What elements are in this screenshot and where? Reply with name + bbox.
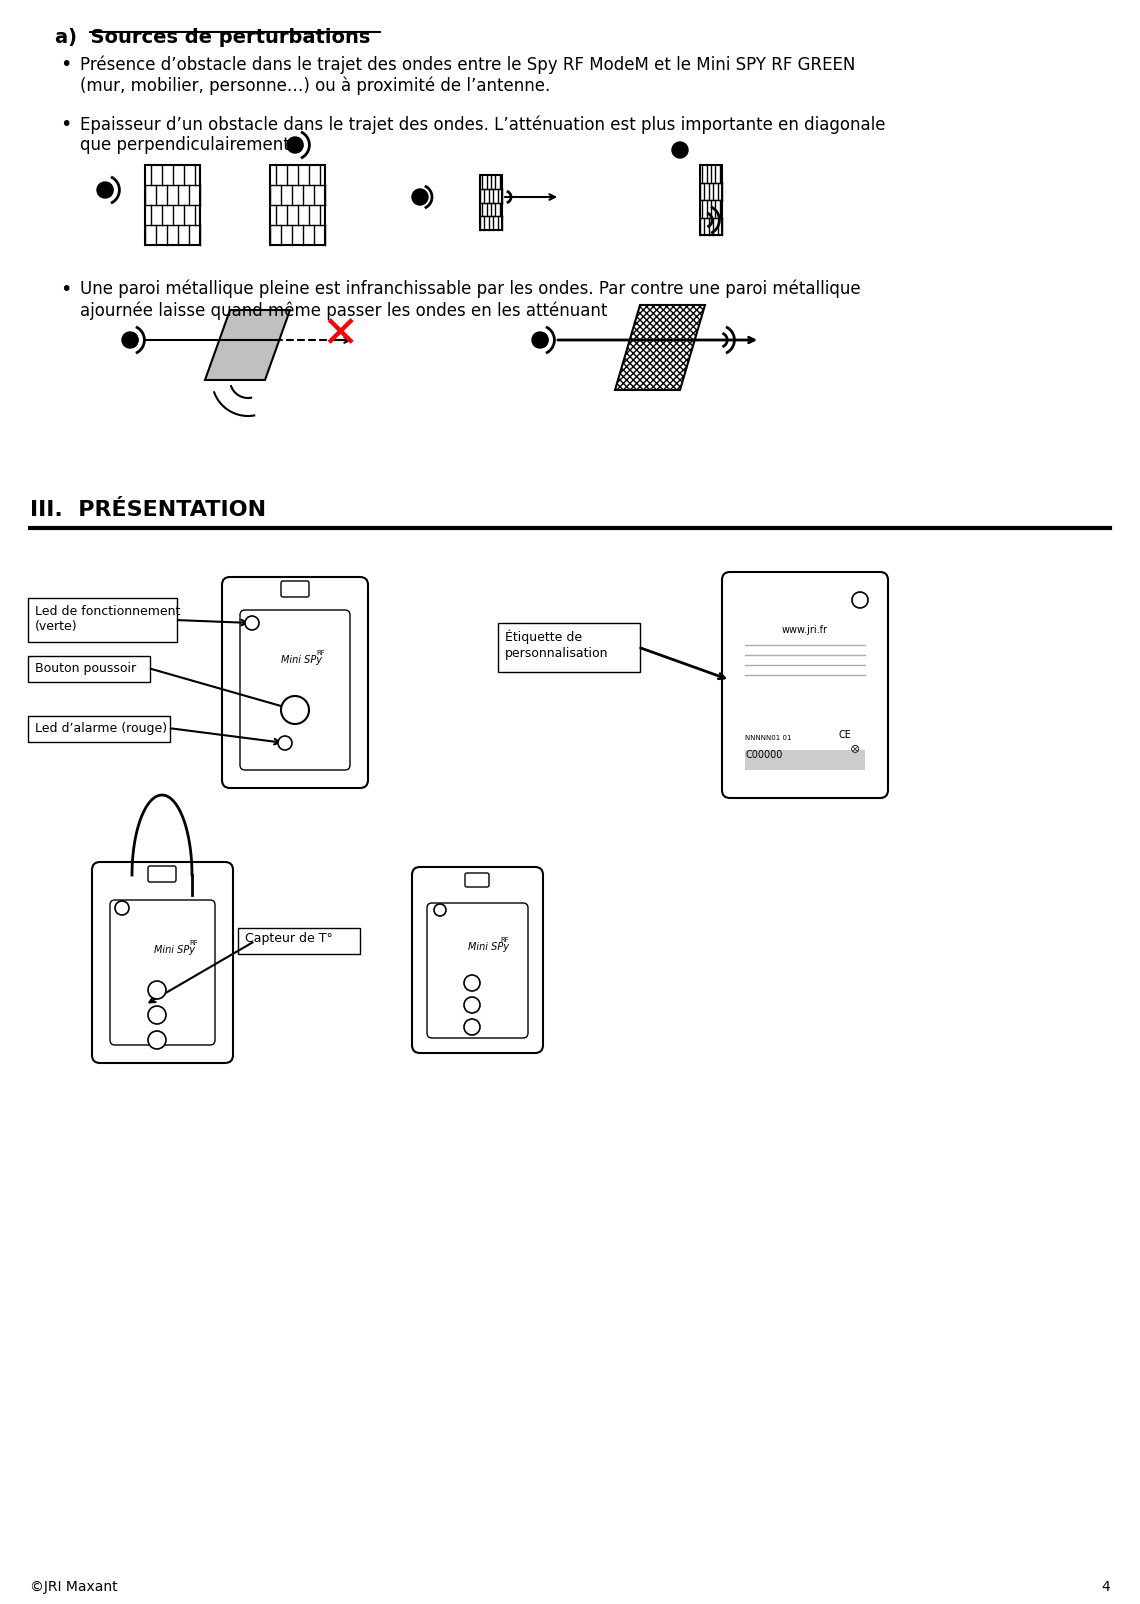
Bar [700, 165, 722, 236]
FancyBboxPatch shape [148, 866, 176, 882]
Circle shape [464, 1019, 480, 1035]
Text: RF: RF [189, 940, 198, 946]
Circle shape [245, 616, 259, 630]
Circle shape [464, 998, 480, 1014]
Text: www.jri.fr: www.jri.fr [782, 626, 828, 635]
Text: ⨂: ⨂ [850, 743, 860, 752]
Circle shape [434, 905, 446, 916]
Circle shape [148, 1006, 166, 1023]
Text: •: • [60, 55, 72, 74]
FancyBboxPatch shape [722, 573, 888, 799]
Bar [145, 165, 200, 245]
Text: Capteur de T°: Capteur de T° [245, 932, 333, 945]
Circle shape [671, 143, 689, 159]
FancyBboxPatch shape [109, 900, 215, 1044]
FancyBboxPatch shape [28, 598, 177, 642]
Text: ©JRI Maxant: ©JRI Maxant [30, 1580, 117, 1594]
Circle shape [412, 189, 428, 205]
FancyBboxPatch shape [498, 622, 640, 672]
Circle shape [532, 332, 548, 348]
Bar [746, 751, 865, 770]
Text: NNNNN01 01: NNNNN01 01 [746, 735, 791, 741]
Text: Epaisseur d’un obstacle dans le trajet des ondes. L’atténuation est plus importa: Epaisseur d’un obstacle dans le trajet d… [80, 115, 886, 154]
Circle shape [464, 975, 480, 991]
Text: Led de fonctionnement
(verte): Led de fonctionnement (verte) [35, 605, 180, 634]
Text: RF: RF [317, 650, 325, 656]
FancyBboxPatch shape [92, 861, 233, 1063]
FancyBboxPatch shape [28, 715, 170, 743]
Text: •: • [60, 115, 72, 135]
Text: Bouton poussoir: Bouton poussoir [35, 662, 136, 675]
FancyBboxPatch shape [238, 929, 360, 954]
Circle shape [148, 1031, 166, 1049]
FancyBboxPatch shape [241, 610, 350, 770]
Circle shape [852, 592, 868, 608]
Polygon shape [205, 310, 290, 380]
FancyBboxPatch shape [412, 868, 543, 1052]
Circle shape [115, 901, 129, 914]
FancyBboxPatch shape [222, 577, 368, 788]
Circle shape [287, 136, 303, 152]
Text: •: • [60, 281, 72, 298]
Bar [270, 165, 325, 245]
Text: C00000: C00000 [746, 751, 782, 760]
Circle shape [122, 332, 138, 348]
Polygon shape [614, 305, 705, 390]
Circle shape [148, 982, 166, 999]
Text: Une paroi métallique pleine est infranchissable par les ondes. Par contre une pa: Une paroi métallique pleine est infranch… [80, 281, 861, 319]
Text: Led d’alarme (rouge): Led d’alarme (rouge) [35, 722, 168, 735]
Text: Étiquette de
personnalisation: Étiquette de personnalisation [505, 630, 609, 659]
Text: Mini SPy: Mini SPy [469, 942, 510, 953]
FancyBboxPatch shape [428, 903, 528, 1038]
FancyBboxPatch shape [28, 656, 150, 682]
Text: Présence d’obstacle dans le trajet des ondes entre le Spy RF ModeM et le Mini SP: Présence d’obstacle dans le trajet des o… [80, 55, 855, 95]
Circle shape [97, 181, 113, 197]
Text: Mini SPy: Mini SPy [155, 945, 195, 954]
Bar [480, 175, 502, 229]
Text: 4: 4 [1101, 1580, 1110, 1594]
Text: III.  PRÉSENTATION: III. PRÉSENTATION [30, 500, 266, 520]
Text: ✕: ✕ [321, 313, 359, 356]
Text: a)  Sources de perturbations: a) Sources de perturbations [55, 27, 370, 47]
FancyBboxPatch shape [280, 581, 309, 597]
Circle shape [280, 696, 309, 723]
Text: Mini SPy: Mini SPy [280, 654, 321, 666]
FancyBboxPatch shape [465, 873, 489, 887]
Circle shape [278, 736, 292, 751]
Text: CE: CE [839, 730, 852, 739]
Text: RF: RF [500, 937, 510, 943]
